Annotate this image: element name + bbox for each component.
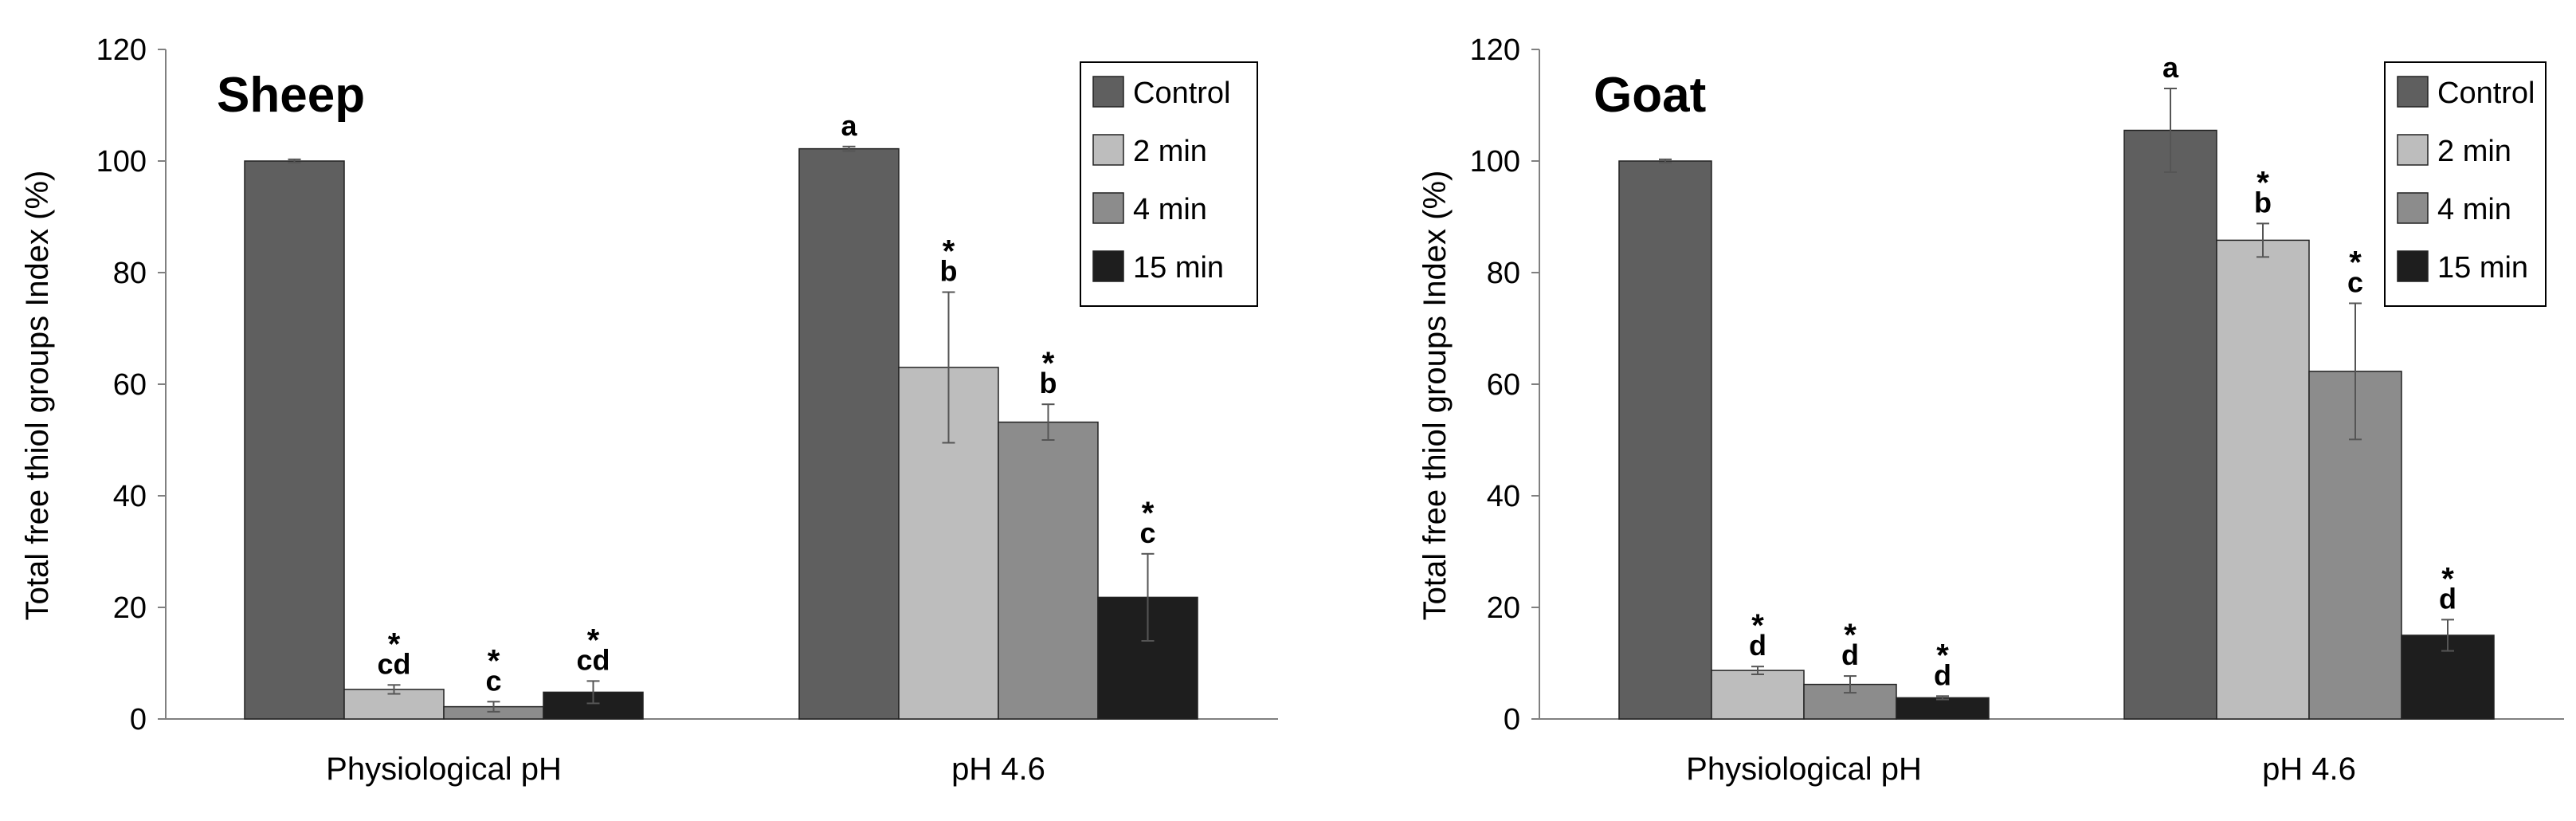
legend-swatch — [2397, 134, 2429, 166]
bar-control — [798, 147, 900, 720]
bar-control — [244, 160, 345, 720]
y-tick-label: 80 — [113, 257, 147, 290]
significance-letter: c — [485, 664, 501, 697]
y-tick-label: 120 — [1470, 33, 1520, 67]
chart-panel-goat: 0 20 40 60 80 100 120 Total free thiol groups I… — [1417, 33, 2564, 787]
legend-label: 4 min — [1133, 193, 1207, 226]
legend-swatch — [1092, 76, 1124, 108]
significance-letter: d — [1841, 638, 1859, 671]
significance-star: * — [488, 643, 500, 678]
y-tick-label: 100 — [1470, 145, 1520, 179]
legend-swatch — [2397, 250, 2429, 282]
y-tick-label: 20 — [113, 591, 147, 625]
y-tick-label: 40 — [1487, 480, 1520, 513]
significance-star: * — [1936, 638, 1949, 673]
x-category-label: Physiological pH — [1686, 752, 1922, 787]
legend-swatch — [1092, 250, 1124, 282]
legend-label: 2 min — [1133, 135, 1207, 168]
legend-label: 15 min — [2437, 251, 2528, 285]
y-axis-label: Total free thiol groups Index (%) — [1417, 171, 1453, 621]
bar-control — [2123, 129, 2217, 720]
significance-letter: a — [2162, 51, 2179, 84]
significance-star: * — [1142, 496, 1155, 531]
significance-star: * — [2256, 165, 2269, 200]
x-category-label: pH 4.6 — [2262, 752, 2356, 787]
x-category-label: pH 4.6 — [951, 752, 1045, 787]
y-axis-label: Total free thiol groups Index (%) — [20, 171, 55, 621]
significance-star: * — [388, 627, 401, 662]
significance-letter: b — [940, 255, 958, 288]
y-tick-label: 100 — [96, 145, 147, 179]
legend-swatch — [1092, 134, 1124, 166]
significance-letter: b — [2254, 186, 2272, 218]
significance-star: * — [943, 234, 955, 269]
significance-letter: d — [1934, 658, 1951, 691]
x-category-label: Physiological pH — [326, 752, 562, 787]
significance-letter: a — [841, 109, 857, 142]
significance-letter: cd — [377, 647, 410, 680]
y-tick-label: 0 — [1504, 703, 1520, 737]
significance-star: * — [2441, 561, 2454, 596]
significance-letter: cd — [576, 643, 610, 676]
legend-label: 2 min — [2437, 135, 2511, 168]
significance-letter: d — [2439, 582, 2456, 615]
legend-swatch — [1092, 192, 1124, 224]
significance-star: * — [587, 623, 600, 658]
legend-label: 15 min — [1133, 251, 1224, 285]
y-tick-label: 120 — [96, 33, 147, 67]
significance-letter: c — [1139, 517, 1155, 549]
bar-control — [1618, 160, 1712, 720]
significance-star: * — [1844, 618, 1857, 653]
legend-label: 4 min — [2437, 193, 2511, 226]
legend-swatch — [2397, 76, 2429, 108]
chart-panel-sheep: 0 20 40 60 80 100 120 Total free thiol groups I… — [20, 33, 1278, 787]
bar-2-min — [2216, 239, 2310, 720]
y-tick-label: 20 — [1487, 591, 1520, 625]
significance-star: * — [1751, 608, 1764, 643]
legend-label: Control — [1133, 77, 1231, 110]
bar-15-min — [1896, 697, 1990, 720]
significance-star: * — [1042, 346, 1055, 381]
significance-star: * — [2349, 246, 2362, 281]
y-tick-label: 40 — [113, 480, 147, 513]
significance-letter: c — [2347, 266, 2363, 299]
bar-4-min — [998, 421, 1099, 720]
significance-letter: b — [1040, 367, 1057, 399]
significance-letter: d — [1749, 629, 1766, 662]
y-tick-label: 0 — [130, 703, 147, 737]
chart-title: Goat — [1594, 68, 1706, 123]
y-tick-label: 80 — [1487, 257, 1520, 290]
chart-title: Sheep — [217, 68, 365, 123]
legend-swatch — [2397, 192, 2429, 224]
legend-label: Control — [2437, 77, 2535, 110]
y-tick-label: 60 — [1487, 368, 1520, 402]
y-tick-label: 60 — [113, 368, 147, 402]
bar-2-min — [1711, 670, 1805, 720]
